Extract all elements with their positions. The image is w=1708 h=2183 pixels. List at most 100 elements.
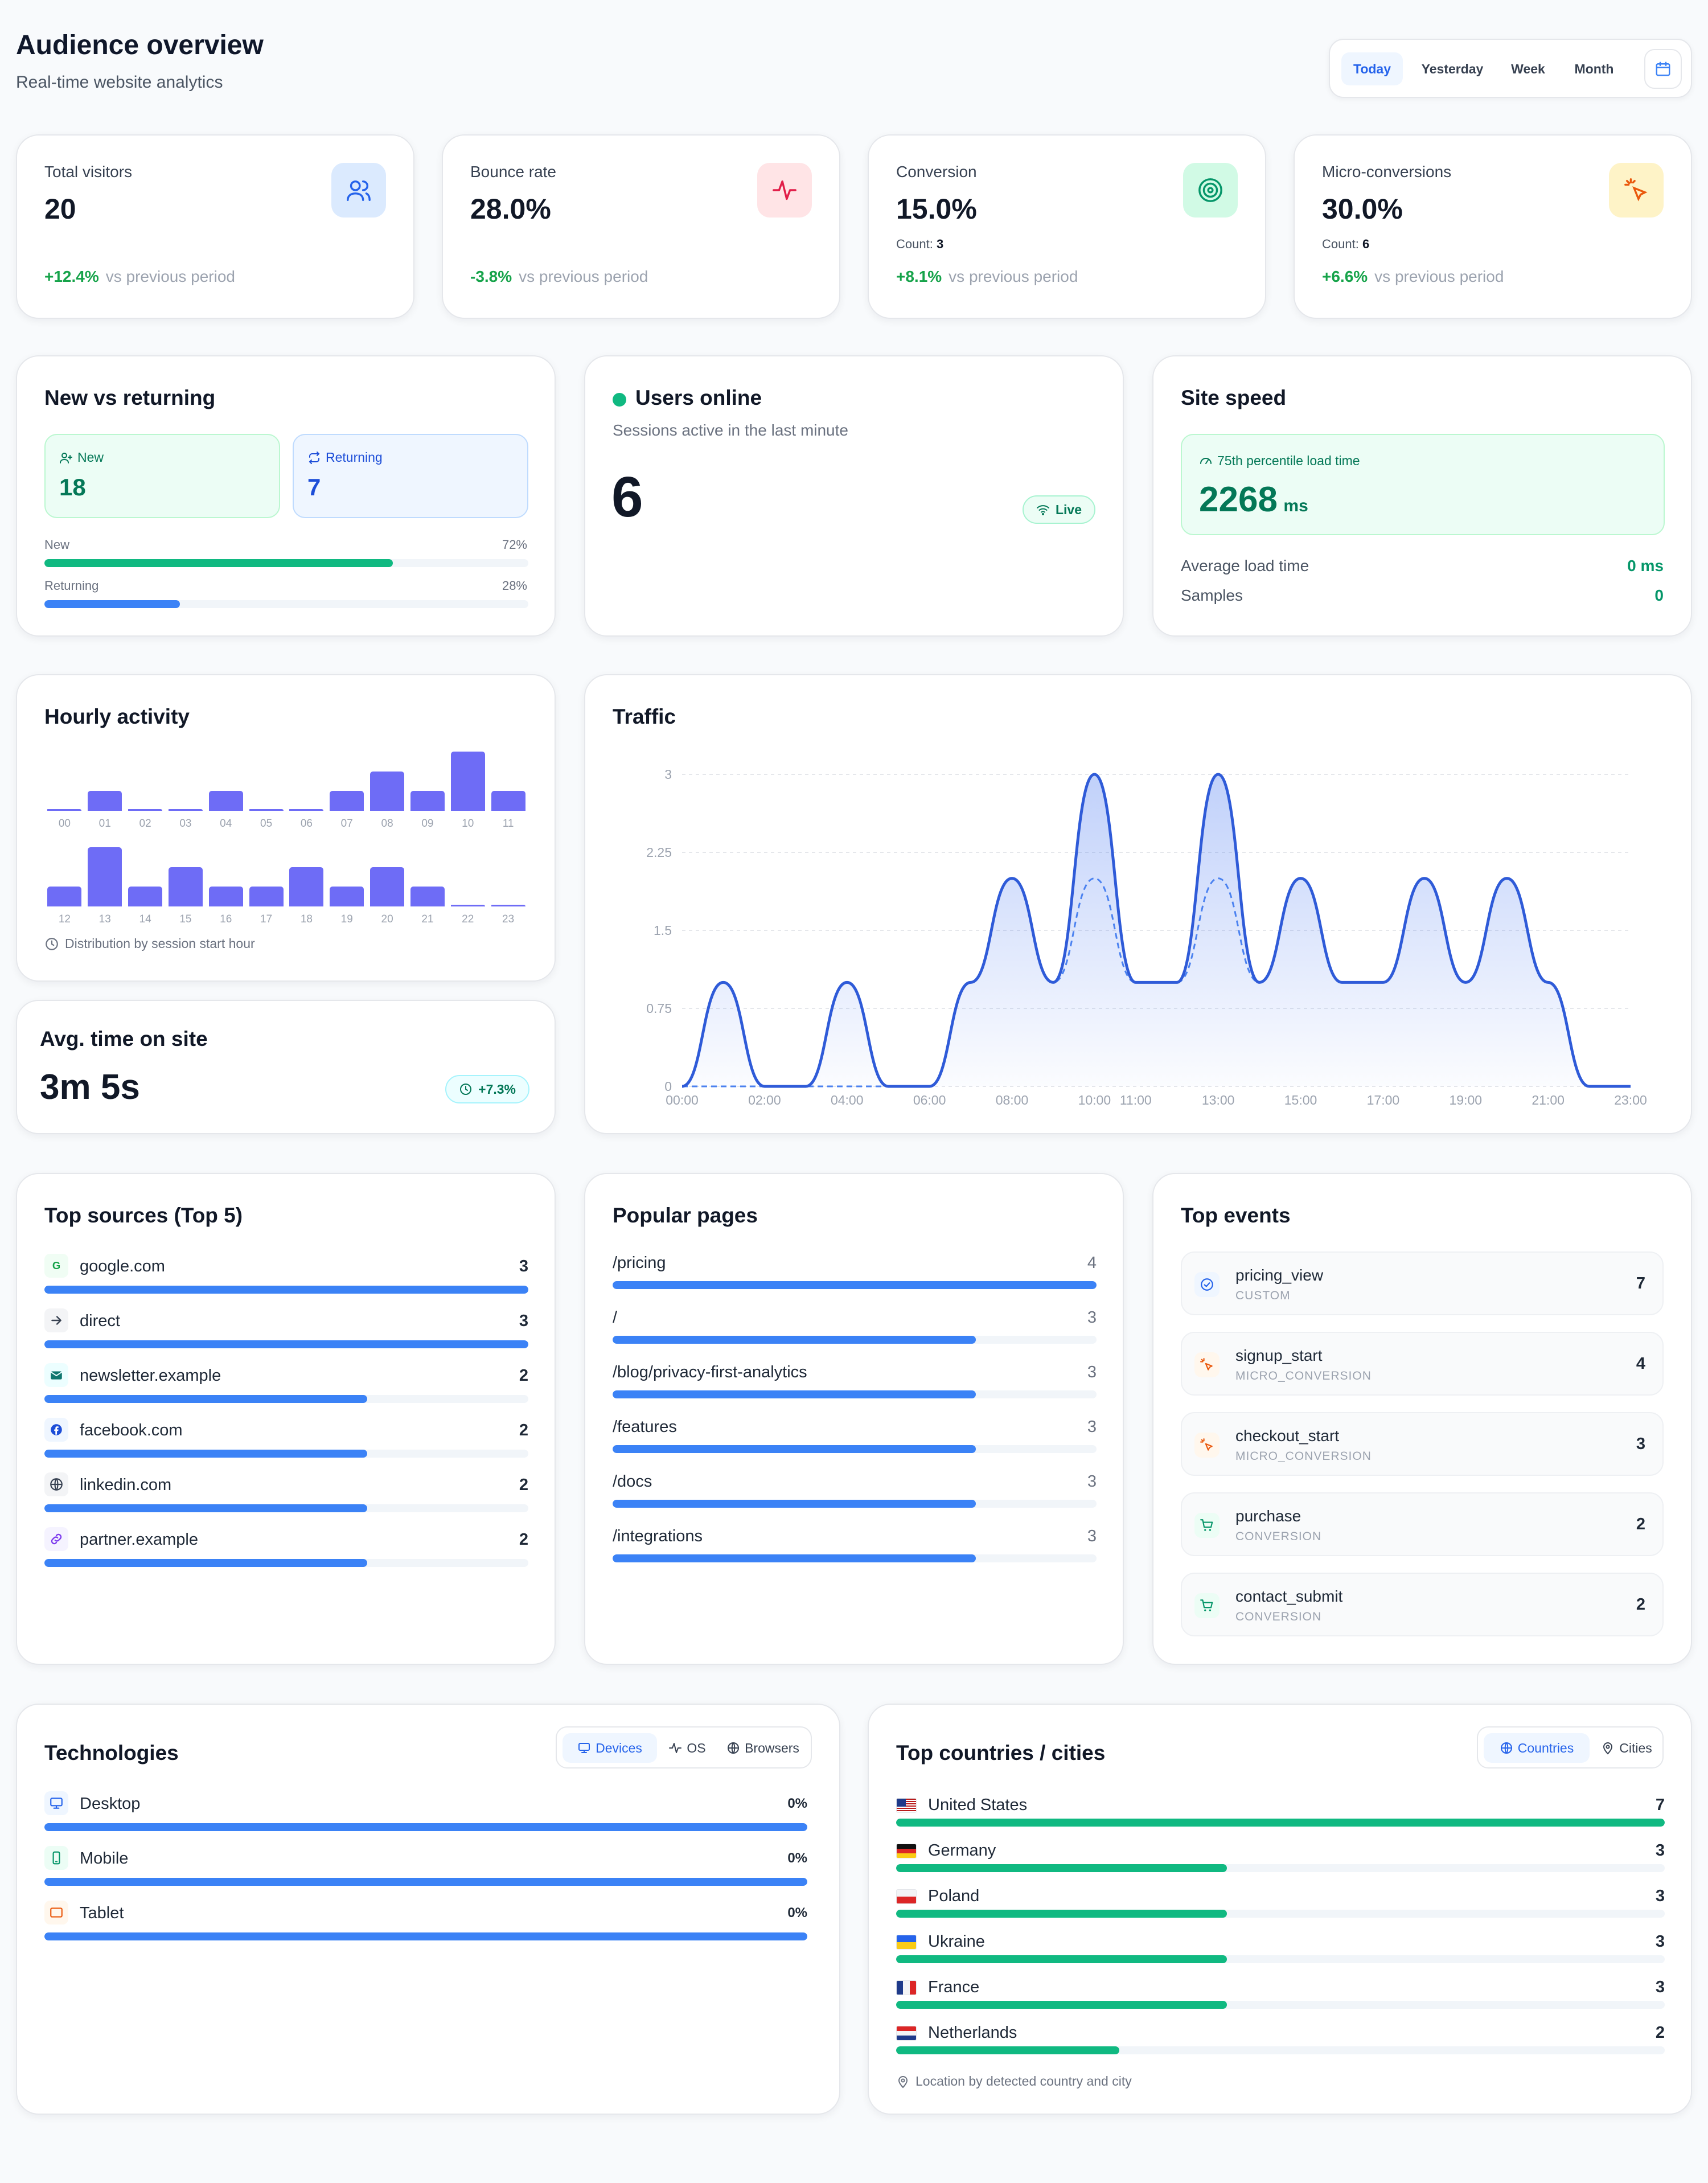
page-row[interactable]: / 3 [613,1306,1097,1352]
event-row[interactable]: checkout_start MICRO_CONVERSION 3 [1181,1412,1664,1476]
source-row[interactable]: G google.com 3 [44,1254,528,1299]
x-tick-label: 13:00 [1202,1093,1235,1107]
source-row[interactable]: direct 3 [44,1308,528,1354]
technology-row[interactable]: Desktop 0% [44,1791,807,1837]
source-row[interactable]: linkedin.com 2 [44,1472,528,1518]
hourly-bar[interactable] [370,867,405,906]
kpi-delta: +6.6% vs previous period [1322,268,1504,285]
country-row[interactable]: Poland 3 [896,1887,1665,1928]
y-tick-label: 2.25 [646,845,672,860]
hourly-bar[interactable] [168,867,203,906]
hourly-bar[interactable] [410,791,445,811]
map-pin-icon [1603,1742,1613,1755]
country-row[interactable]: Germany 3 [896,1841,1665,1882]
page-row[interactable]: /blog/privacy-first-analytics 3 [613,1361,1097,1406]
hourly-bar[interactable] [249,809,284,811]
country-row[interactable]: Netherlands 2 [896,2024,1665,2065]
p75-unit: ms [1283,496,1308,515]
card-title: Top sources (Top 5) [44,1204,243,1227]
period-month-button[interactable]: Month [1574,61,1614,76]
period-yesterday-button[interactable]: Yesterday [1421,61,1484,76]
hourly-bar[interactable] [249,887,284,906]
hourly-bar[interactable] [289,867,324,906]
hourly-bar[interactable] [128,809,163,811]
tab-cities[interactable]: Cities [1594,1733,1659,1763]
kpi-value: 20 [44,193,76,225]
event-row[interactable]: signup_start MICRO_CONVERSION 4 [1181,1332,1664,1396]
page-row[interactable]: /docs 3 [613,1470,1097,1516]
source-bar [44,1504,528,1512]
hourly-bar[interactable] [128,887,163,906]
hour-label: 10 [462,818,474,830]
hourly-bar[interactable] [410,887,445,906]
hour-label: 05 [260,818,273,830]
event-row[interactable]: pricing_view CUSTOM 7 [1181,1251,1664,1315]
source-value: 2 [519,1367,528,1385]
tab-countries[interactable]: Countries [1484,1733,1590,1763]
source-value: 2 [519,1530,528,1549]
hourly-bar[interactable] [450,752,485,811]
hourly-bar-chart: 00 01 02 03 04 05 06 07 08 09 10 11 12 13 14 15 16 17 18 19… [44,749,528,925]
hourly-bar[interactable] [330,887,364,906]
technology-row[interactable]: Mobile 0% [44,1846,807,1891]
hour-label: 00 [58,818,71,830]
event-row[interactable]: contact_submit CONVERSION 2 [1181,1573,1664,1636]
hour-label: 18 [300,913,313,925]
event-name: checkout_start [1235,1427,1340,1445]
hour-label: 04 [220,818,232,830]
country-bar-fill [896,1819,1665,1827]
hourly-bar[interactable] [88,791,122,811]
hourly-bar[interactable] [370,771,405,811]
card-title: Hourly activity [44,705,190,728]
country-row[interactable]: United States 7 [896,1796,1665,1837]
users-online-subtitle: Sessions active in the last minute [613,421,848,439]
page-label: / [613,1308,618,1327]
page-row[interactable]: /features 3 [613,1415,1097,1461]
source-row[interactable]: facebook.com 2 [44,1418,528,1463]
page-bar [613,1500,1097,1508]
calendar-button[interactable] [1644,49,1682,89]
technology-value: 0% [787,1905,807,1921]
kpi-label: Bounce rate [470,163,556,180]
hourly-bar[interactable] [47,809,82,811]
hourly-bar[interactable] [289,809,324,811]
source-row[interactable]: newsletter.example 2 [44,1363,528,1409]
hourly-bar[interactable] [208,887,243,906]
technology-row[interactable]: Tablet 0% [44,1901,807,1946]
smartphone-icon [44,1846,68,1870]
clock-icon [460,1084,472,1095]
country-row[interactable]: France 3 [896,1978,1665,2019]
hourly-bar[interactable] [491,905,525,906]
hourly-bar[interactable] [450,905,485,906]
event-name: signup_start [1235,1347,1323,1364]
event-row[interactable]: purchase CONVERSION 2 [1181,1492,1664,1556]
technology-value: 0% [787,1850,807,1866]
google-icon: G [44,1254,68,1278]
hourly-bar[interactable] [88,847,122,906]
hourly-activity-card: Hourly activity 00 01 02 03 04 05 06 07 08 09 10 11… [16,674,556,982]
period-week-button[interactable]: Week [1511,61,1545,76]
hourly-bar[interactable] [330,791,364,811]
globe-icon [728,1742,740,1754]
hourly-bar[interactable] [168,809,203,811]
globe-icon [44,1472,68,1496]
tab-os[interactable]: OS [662,1733,713,1763]
cart-icon [1194,1513,1220,1538]
page-label: /blog/privacy-first-analytics [613,1363,807,1381]
new-visitors-tile: New 18 [44,434,280,518]
page-row[interactable]: /pricing 4 [613,1251,1097,1297]
card-title: Top events [1181,1204,1291,1227]
tab-browsers[interactable]: Browsers [717,1733,808,1763]
period-today-button[interactable]: Today [1341,52,1403,85]
online-indicator-dot [613,393,626,407]
fr-flag [896,1980,917,1995]
hour-label: 13 [98,913,111,925]
page-row[interactable]: /integrations 3 [613,1525,1097,1570]
hourly-bar[interactable] [47,887,82,906]
source-row[interactable]: partner.example 2 [44,1527,528,1573]
hourly-bar[interactable] [491,791,525,811]
source-bar [44,1559,528,1567]
tab-devices[interactable]: Devices [563,1733,657,1763]
hourly-bar[interactable] [208,791,243,811]
country-row[interactable]: Ukraine 3 [896,1932,1665,1973]
